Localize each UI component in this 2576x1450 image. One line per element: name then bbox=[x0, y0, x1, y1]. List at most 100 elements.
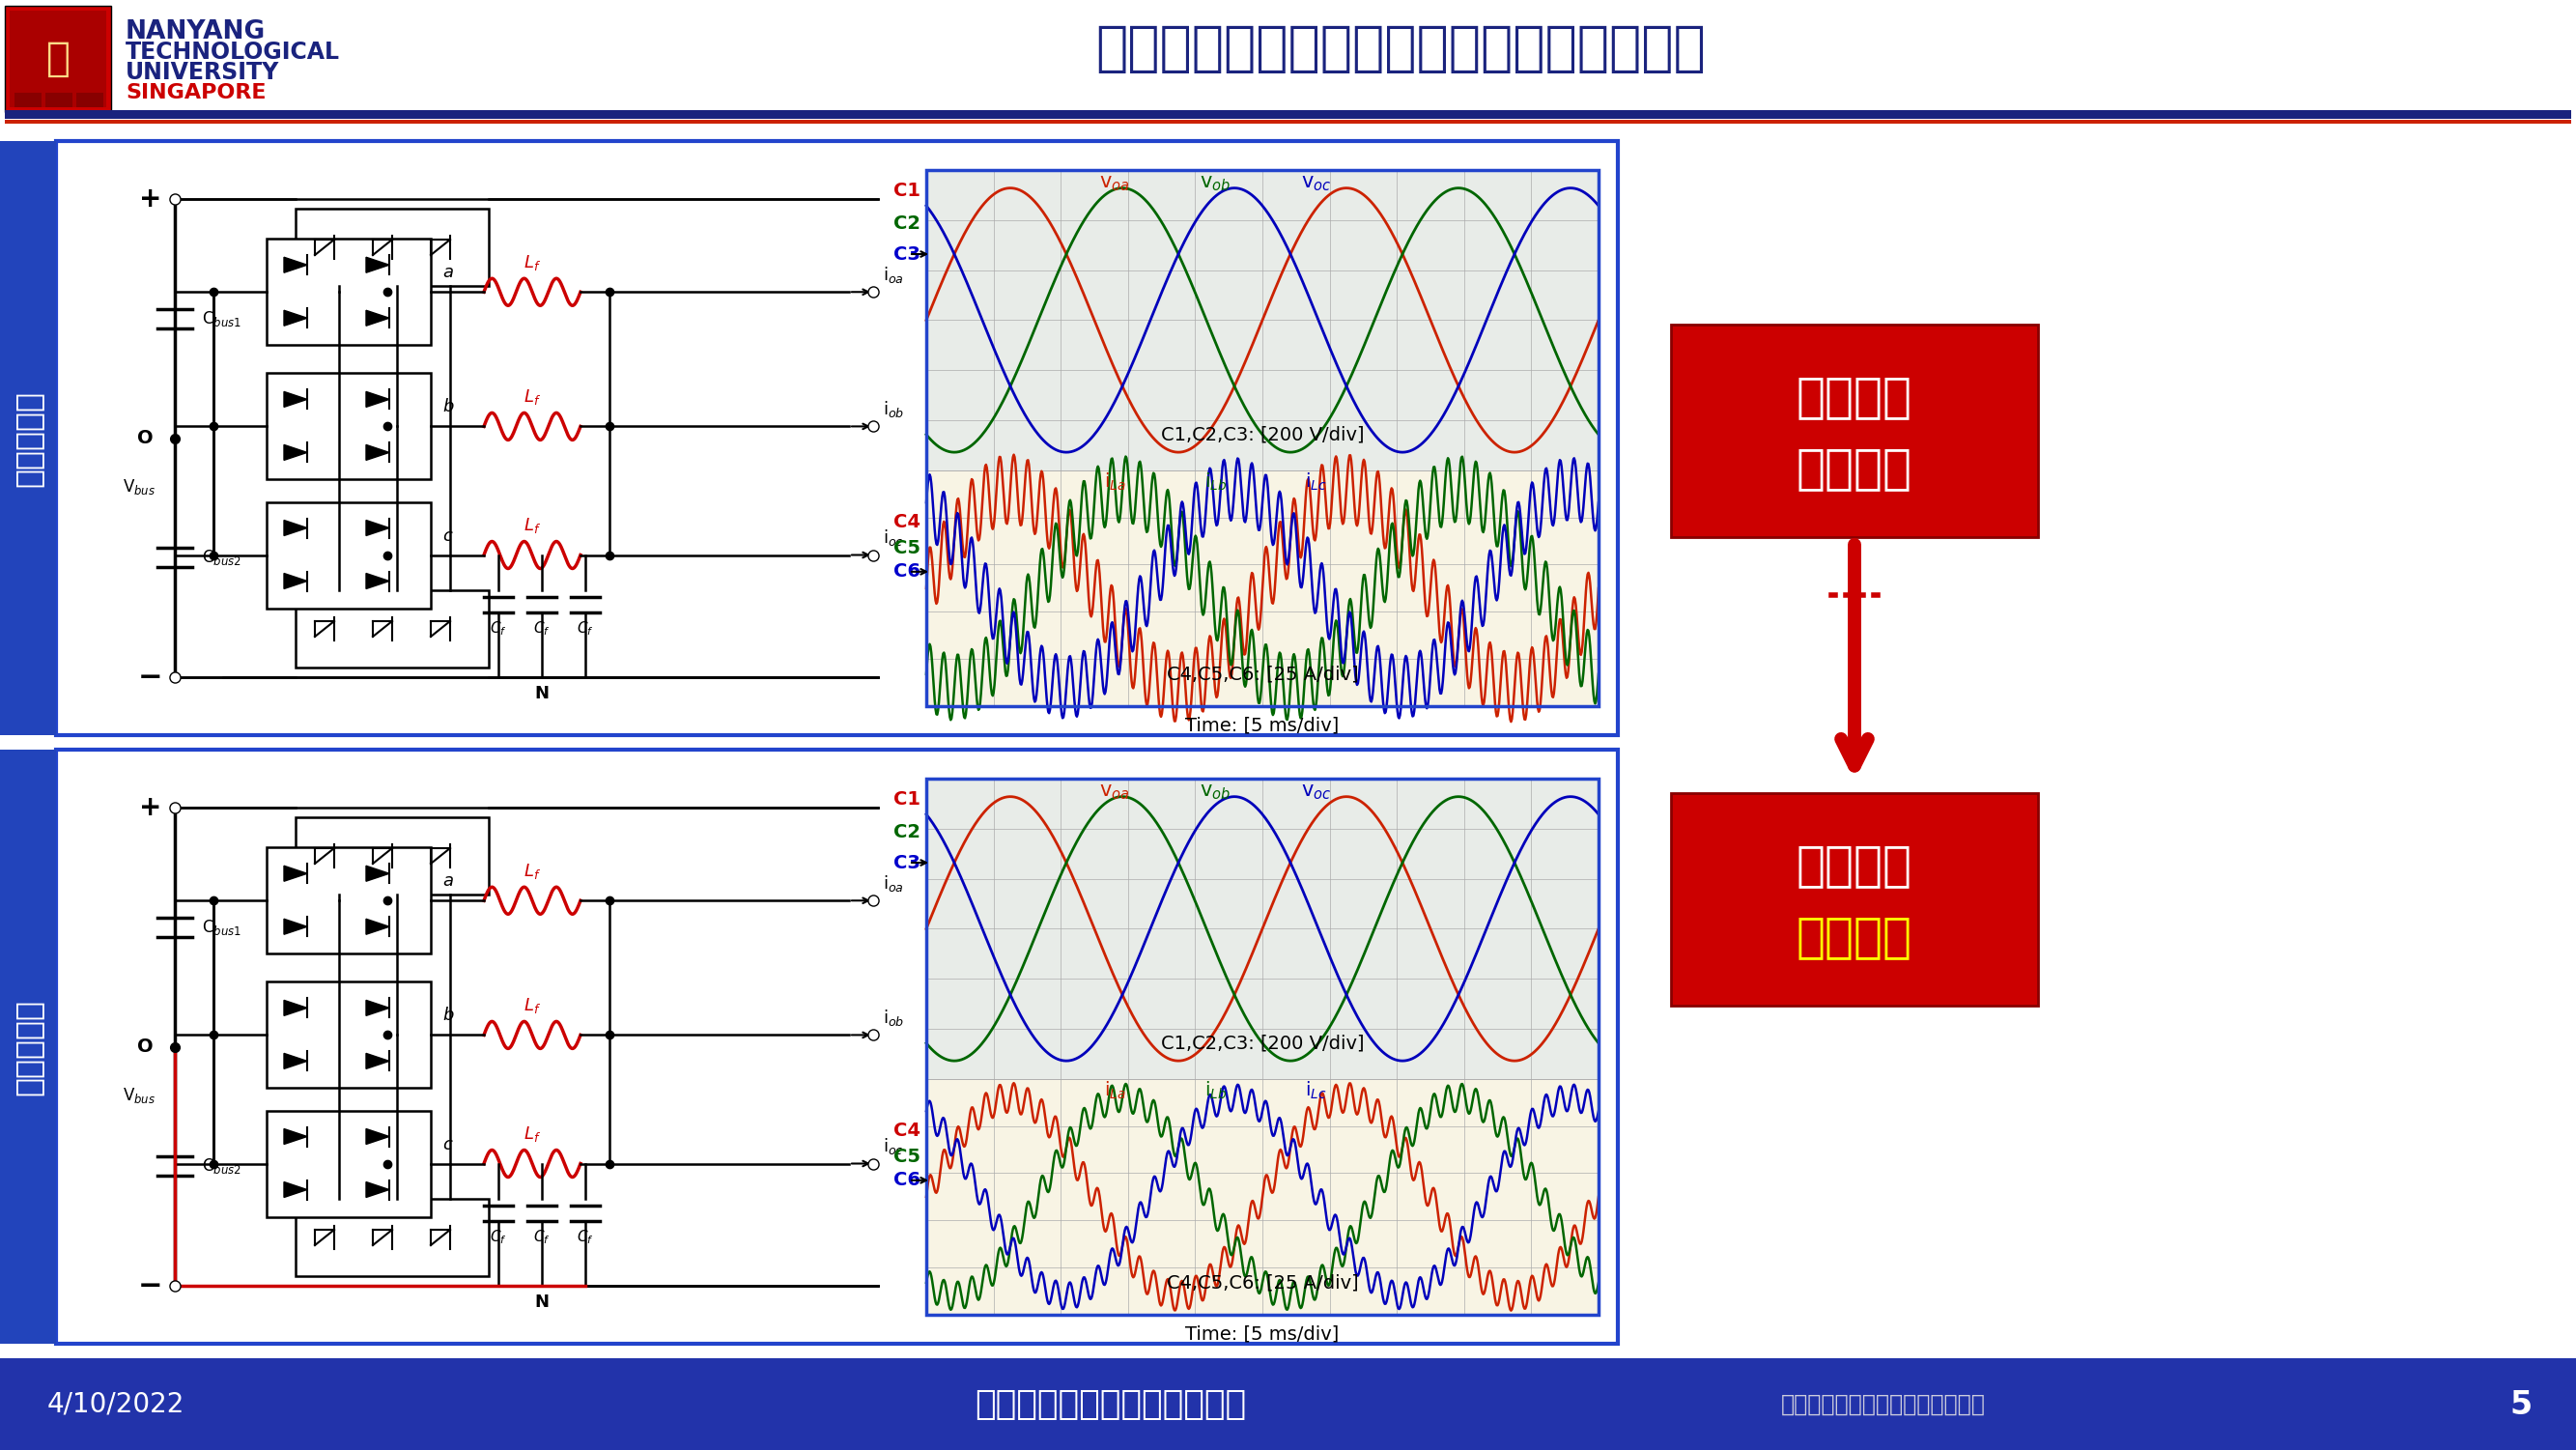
Polygon shape bbox=[366, 1053, 389, 1069]
Text: C2: C2 bbox=[894, 824, 920, 842]
Text: 5: 5 bbox=[2509, 1389, 2532, 1421]
Bar bbox=[5, 6, 111, 112]
Text: N: N bbox=[536, 684, 549, 702]
Polygon shape bbox=[366, 1182, 389, 1198]
Text: i$_{La}$: i$_{La}$ bbox=[1103, 1080, 1126, 1102]
Polygon shape bbox=[283, 392, 307, 407]
Text: −: − bbox=[139, 1272, 162, 1299]
Text: C$_f$: C$_f$ bbox=[577, 619, 595, 638]
Bar bbox=[265, 847, 430, 954]
Text: a: a bbox=[443, 264, 453, 281]
Bar bbox=[927, 779, 1600, 1315]
Text: C$_{bus2}$: C$_{bus2}$ bbox=[201, 548, 242, 567]
Polygon shape bbox=[366, 445, 389, 460]
Polygon shape bbox=[283, 1053, 307, 1069]
Bar bbox=[10, 10, 106, 107]
Text: 电感电流: 电感电流 bbox=[1795, 374, 1911, 421]
Text: C$_{bus1}$: C$_{bus1}$ bbox=[201, 309, 242, 328]
Text: C4,C5,C6: [25 A/div]: C4,C5,C6: [25 A/div] bbox=[1167, 664, 1358, 683]
Bar bbox=[296, 818, 489, 895]
Text: C1,C2,C3: [200 V/div]: C1,C2,C3: [200 V/div] bbox=[1162, 1034, 1365, 1053]
Text: L$_f$: L$_f$ bbox=[523, 387, 541, 407]
Bar bbox=[265, 373, 430, 480]
Text: NANYANG: NANYANG bbox=[126, 19, 265, 45]
Text: v$_{ob}$: v$_{ob}$ bbox=[1200, 174, 1231, 193]
Text: v$_{oc}$: v$_{oc}$ bbox=[1301, 174, 1332, 193]
Text: 中国电工技术学会新媒体平台发布: 中国电工技术学会新媒体平台发布 bbox=[1780, 1393, 1986, 1417]
Text: i$_{Lb}$: i$_{Lb}$ bbox=[1203, 1080, 1226, 1102]
Polygon shape bbox=[283, 310, 307, 326]
Text: i$_{Lc}$: i$_{Lc}$ bbox=[1306, 471, 1327, 493]
Text: C1,C2,C3: [200 V/div]: C1,C2,C3: [200 V/div] bbox=[1162, 425, 1365, 444]
Polygon shape bbox=[283, 919, 307, 934]
Bar bbox=[265, 239, 430, 345]
Bar bbox=[57, 141, 1618, 735]
Bar bbox=[0, 750, 57, 1344]
Bar bbox=[15, 93, 41, 107]
Text: C$_f$: C$_f$ bbox=[489, 1228, 507, 1247]
Text: UNIVERSITY: UNIVERSITY bbox=[126, 61, 281, 84]
Text: 脉动增大: 脉动增大 bbox=[1795, 447, 1911, 493]
Bar bbox=[296, 1199, 489, 1276]
Polygon shape bbox=[366, 1128, 389, 1144]
Bar bbox=[296, 590, 489, 667]
Bar bbox=[0, 1359, 2576, 1450]
Polygon shape bbox=[366, 919, 389, 934]
Bar bbox=[5, 110, 2571, 119]
Bar bbox=[265, 1111, 430, 1217]
Bar bbox=[1672, 793, 2038, 1006]
Polygon shape bbox=[283, 1128, 307, 1144]
Text: V$_{bus}$: V$_{bus}$ bbox=[124, 477, 155, 496]
Text: v$_{oc}$: v$_{oc}$ bbox=[1301, 783, 1332, 802]
Bar bbox=[296, 209, 489, 286]
Bar bbox=[927, 170, 1600, 470]
Polygon shape bbox=[283, 445, 307, 460]
Text: N: N bbox=[536, 1293, 549, 1311]
Text: C4: C4 bbox=[894, 513, 920, 531]
Text: 🦁: 🦁 bbox=[46, 39, 70, 80]
Text: 加入中线后: 加入中线后 bbox=[13, 999, 44, 1095]
Text: +: + bbox=[139, 186, 162, 213]
Text: C2: C2 bbox=[894, 215, 920, 233]
Text: L$_f$: L$_f$ bbox=[523, 1125, 541, 1144]
Text: 中国电工技术学会青年云沙龙: 中国电工技术学会青年云沙龙 bbox=[974, 1388, 1247, 1421]
Bar bbox=[77, 93, 103, 107]
Text: i$_{ob}$: i$_{ob}$ bbox=[884, 399, 904, 419]
Text: C$_{bus1}$: C$_{bus1}$ bbox=[201, 918, 242, 937]
Text: L$_f$: L$_f$ bbox=[523, 996, 541, 1015]
Bar bbox=[46, 93, 72, 107]
Text: i$_{La}$: i$_{La}$ bbox=[1103, 471, 1126, 493]
Text: O: O bbox=[137, 429, 155, 447]
Polygon shape bbox=[283, 1000, 307, 1015]
Text: c: c bbox=[443, 1135, 451, 1153]
Bar bbox=[5, 120, 2571, 123]
Text: 加入中线前: 加入中线前 bbox=[13, 390, 44, 486]
Text: i$_{oa}$: i$_{oa}$ bbox=[884, 873, 904, 893]
Text: SINGAPORE: SINGAPORE bbox=[126, 83, 265, 103]
Text: Time: [5 ms/div]: Time: [5 ms/div] bbox=[1185, 1325, 1340, 1343]
Polygon shape bbox=[283, 1182, 307, 1198]
Text: c: c bbox=[443, 526, 451, 544]
Text: C1: C1 bbox=[894, 790, 920, 809]
Text: b: b bbox=[443, 1006, 453, 1024]
Polygon shape bbox=[366, 392, 389, 407]
Text: L$_f$: L$_f$ bbox=[523, 861, 541, 882]
Bar bbox=[927, 779, 1600, 1079]
Text: 4/10/2022: 4/10/2022 bbox=[46, 1391, 185, 1418]
Text: V$_{bus}$: V$_{bus}$ bbox=[124, 1086, 155, 1105]
Text: a: a bbox=[443, 873, 453, 890]
Polygon shape bbox=[366, 521, 389, 535]
Text: Time: [5 ms/div]: Time: [5 ms/div] bbox=[1185, 716, 1340, 735]
Polygon shape bbox=[366, 257, 389, 273]
Text: v$_{oa}$: v$_{oa}$ bbox=[1100, 783, 1131, 802]
Text: C$_f$: C$_f$ bbox=[533, 619, 551, 638]
Text: 体积增大: 体积增大 bbox=[1795, 915, 1911, 961]
Bar bbox=[927, 1079, 1600, 1315]
Text: O: O bbox=[137, 1038, 155, 1056]
Text: i$_{Lc}$: i$_{Lc}$ bbox=[1306, 1080, 1327, 1102]
Polygon shape bbox=[283, 257, 307, 273]
Text: 研究背景：加入中线对滤波电感电流的影响: 研究背景：加入中线对滤波电感电流的影响 bbox=[1095, 23, 1705, 75]
Bar bbox=[0, 141, 57, 735]
Bar bbox=[927, 470, 1600, 706]
Polygon shape bbox=[366, 310, 389, 326]
